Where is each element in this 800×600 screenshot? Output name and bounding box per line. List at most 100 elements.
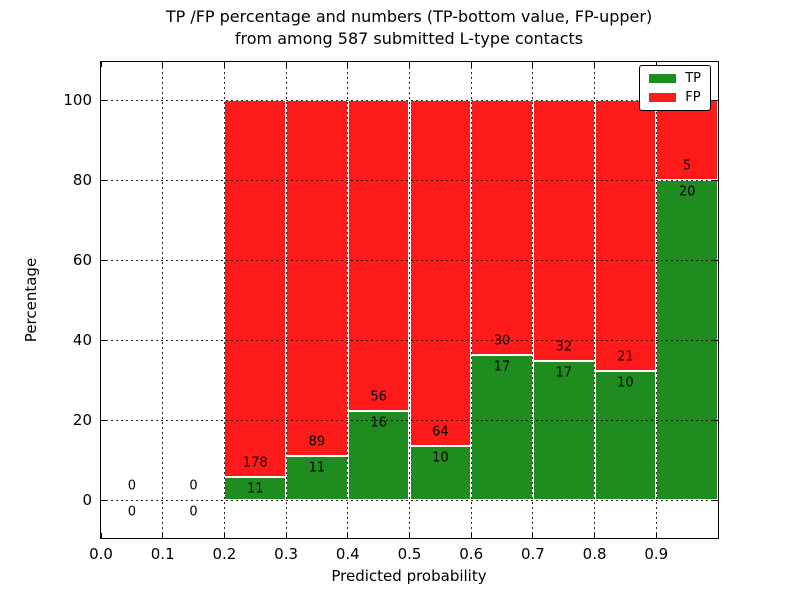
tp-count-label: 10: [432, 450, 449, 466]
tp-count-label: 11: [308, 460, 326, 476]
fp-count-label: 32: [555, 339, 573, 355]
gridline-vertical: [470, 62, 472, 538]
gridline-vertical: [532, 62, 534, 538]
y-tick-mark: [101, 419, 106, 421]
fp-count-label: 56: [370, 389, 387, 405]
x-tick-mark: [347, 533, 349, 538]
gridline-vertical: [655, 62, 657, 538]
y-tick-mark: [101, 499, 106, 501]
x-tick-label: 0.7: [520, 545, 545, 563]
x-tick-label: 0.0: [89, 545, 113, 563]
tp-count-label: 16: [370, 415, 387, 431]
x-tick-label: 0.6: [459, 545, 484, 563]
x-tick-mark-top: [347, 62, 349, 67]
x-tick-mark-top: [470, 62, 472, 67]
fp-legend-label: FP: [685, 90, 701, 105]
gridline-vertical: [223, 62, 225, 538]
gridline-vertical: [162, 62, 164, 538]
y-tick-mark-right: [713, 259, 718, 261]
fp-count-label: 64: [432, 424, 449, 440]
gridline-vertical: [409, 62, 410, 538]
x-tick-mark-top: [285, 62, 287, 67]
x-tick-mark-top: [717, 62, 719, 67]
x-axis-label: Predicted probability: [331, 567, 487, 585]
x-tick-label: 0.9: [644, 545, 669, 563]
y-tick-label: 80: [72, 171, 92, 189]
tick-labels-layer: 0.0 0.1 0.2 0.3 0.4 0.5 0.6 0.7 0.8 0.9 0 20 40 60 80 1…: [63, 62, 718, 563]
tp-count-label: 0: [127, 504, 136, 520]
x-tick-mark-top: [532, 62, 534, 67]
y-tick-label: 20: [72, 411, 92, 429]
tp-count-label: 17: [493, 359, 511, 375]
y-tick-mark-right: [713, 339, 718, 341]
ticks-layer: [100, 62, 719, 538]
y-tick-label: 100: [63, 91, 92, 109]
x-tick-mark: [162, 533, 164, 538]
bars-layer: [101, 62, 718, 538]
x-tick-mark-top: [162, 62, 164, 67]
x-tick-label: 0.4: [335, 545, 360, 563]
x-tick-mark-top: [100, 62, 102, 67]
gridline-vertical: [347, 62, 349, 538]
y-tick-mark: [101, 259, 106, 261]
legend-entry-tp: TP: [649, 72, 701, 85]
fp-bar-segment: [286, 100, 348, 456]
fp-bar-segment: [471, 100, 533, 356]
chart-title: TP /FP percentage and numbers (TP-bottom…: [166, 6, 652, 50]
fp-bar-segment: [656, 100, 718, 180]
tp-legend-swatch: [649, 74, 677, 83]
x-tick-mark: [594, 533, 596, 538]
tp-bar-segment: [594, 370, 657, 500]
x-tick-mark: [223, 533, 225, 538]
grid-layer: [101, 62, 718, 538]
y-tick-label: 0: [82, 491, 92, 509]
x-tick-label: 0.5: [397, 545, 422, 563]
gridline-horizontal: [101, 179, 718, 181]
y-tick-mark: [101, 99, 106, 101]
x-tick-mark: [470, 533, 472, 538]
fp-count-label: 0: [127, 478, 136, 494]
y-tick-mark-right: [713, 499, 718, 501]
fp-count-label: 178: [242, 455, 268, 471]
y-tick-mark: [101, 179, 106, 181]
fp-legend-swatch: [649, 93, 677, 102]
y-tick-label: 60: [72, 251, 92, 269]
x-tick-mark: [100, 533, 102, 538]
fp-count-label: 0: [189, 478, 198, 494]
y-tick-mark: [101, 339, 106, 341]
x-tick-mark-top: [409, 62, 410, 67]
x-tick-label: 0.3: [274, 545, 299, 563]
tp-count-label: 10: [617, 375, 634, 391]
y-tick-mark-right: [713, 419, 718, 421]
x-tick-mark-top: [223, 62, 225, 67]
fp-count-label: 21: [617, 349, 634, 365]
y-tick-label: 40: [72, 331, 92, 349]
gridline-horizontal: [101, 259, 718, 261]
fp-bar-segment: [224, 100, 287, 477]
x-tick-label: 0.2: [212, 545, 237, 563]
x-tick-mark: [409, 533, 410, 538]
fp-count-label: 5: [683, 158, 692, 174]
tp-bar-segment: [532, 361, 595, 500]
y-axis-label: Percentage: [22, 257, 40, 343]
x-tick-mark-top: [594, 62, 596, 67]
x-tick-label: 0.8: [582, 545, 607, 563]
tp-count-label: 11: [246, 481, 264, 497]
fp-count-label: 30: [493, 333, 511, 349]
y-tick-mark-right: [713, 99, 718, 101]
gridline-horizontal: [101, 419, 718, 421]
tp-count-label: 0: [189, 504, 198, 520]
gridline-horizontal: [101, 99, 718, 101]
plot-area: 0 0 0 0 178 11 89 11 56 16 64 10 30 17 32 17 21 10 5 20 0.0…: [63, 61, 719, 563]
legend: TP FP: [639, 65, 711, 111]
bar-labels-layer: 0 0 0 0 178 11 89 11 56 16 64 10 30 17 32 17 21 10 5 20: [101, 62, 718, 538]
gridline-horizontal: [101, 339, 718, 341]
x-tick-mark: [532, 533, 534, 538]
tp-count-label: 20: [678, 184, 696, 200]
gridline-vertical: [594, 62, 596, 538]
gridline-vertical: [285, 62, 287, 538]
legend-entry-fp: FP: [649, 91, 701, 104]
x-tick-mark-top: [655, 62, 657, 67]
chart-title-line1: TP /FP percentage and numbers (TP-bottom…: [165, 7, 653, 26]
